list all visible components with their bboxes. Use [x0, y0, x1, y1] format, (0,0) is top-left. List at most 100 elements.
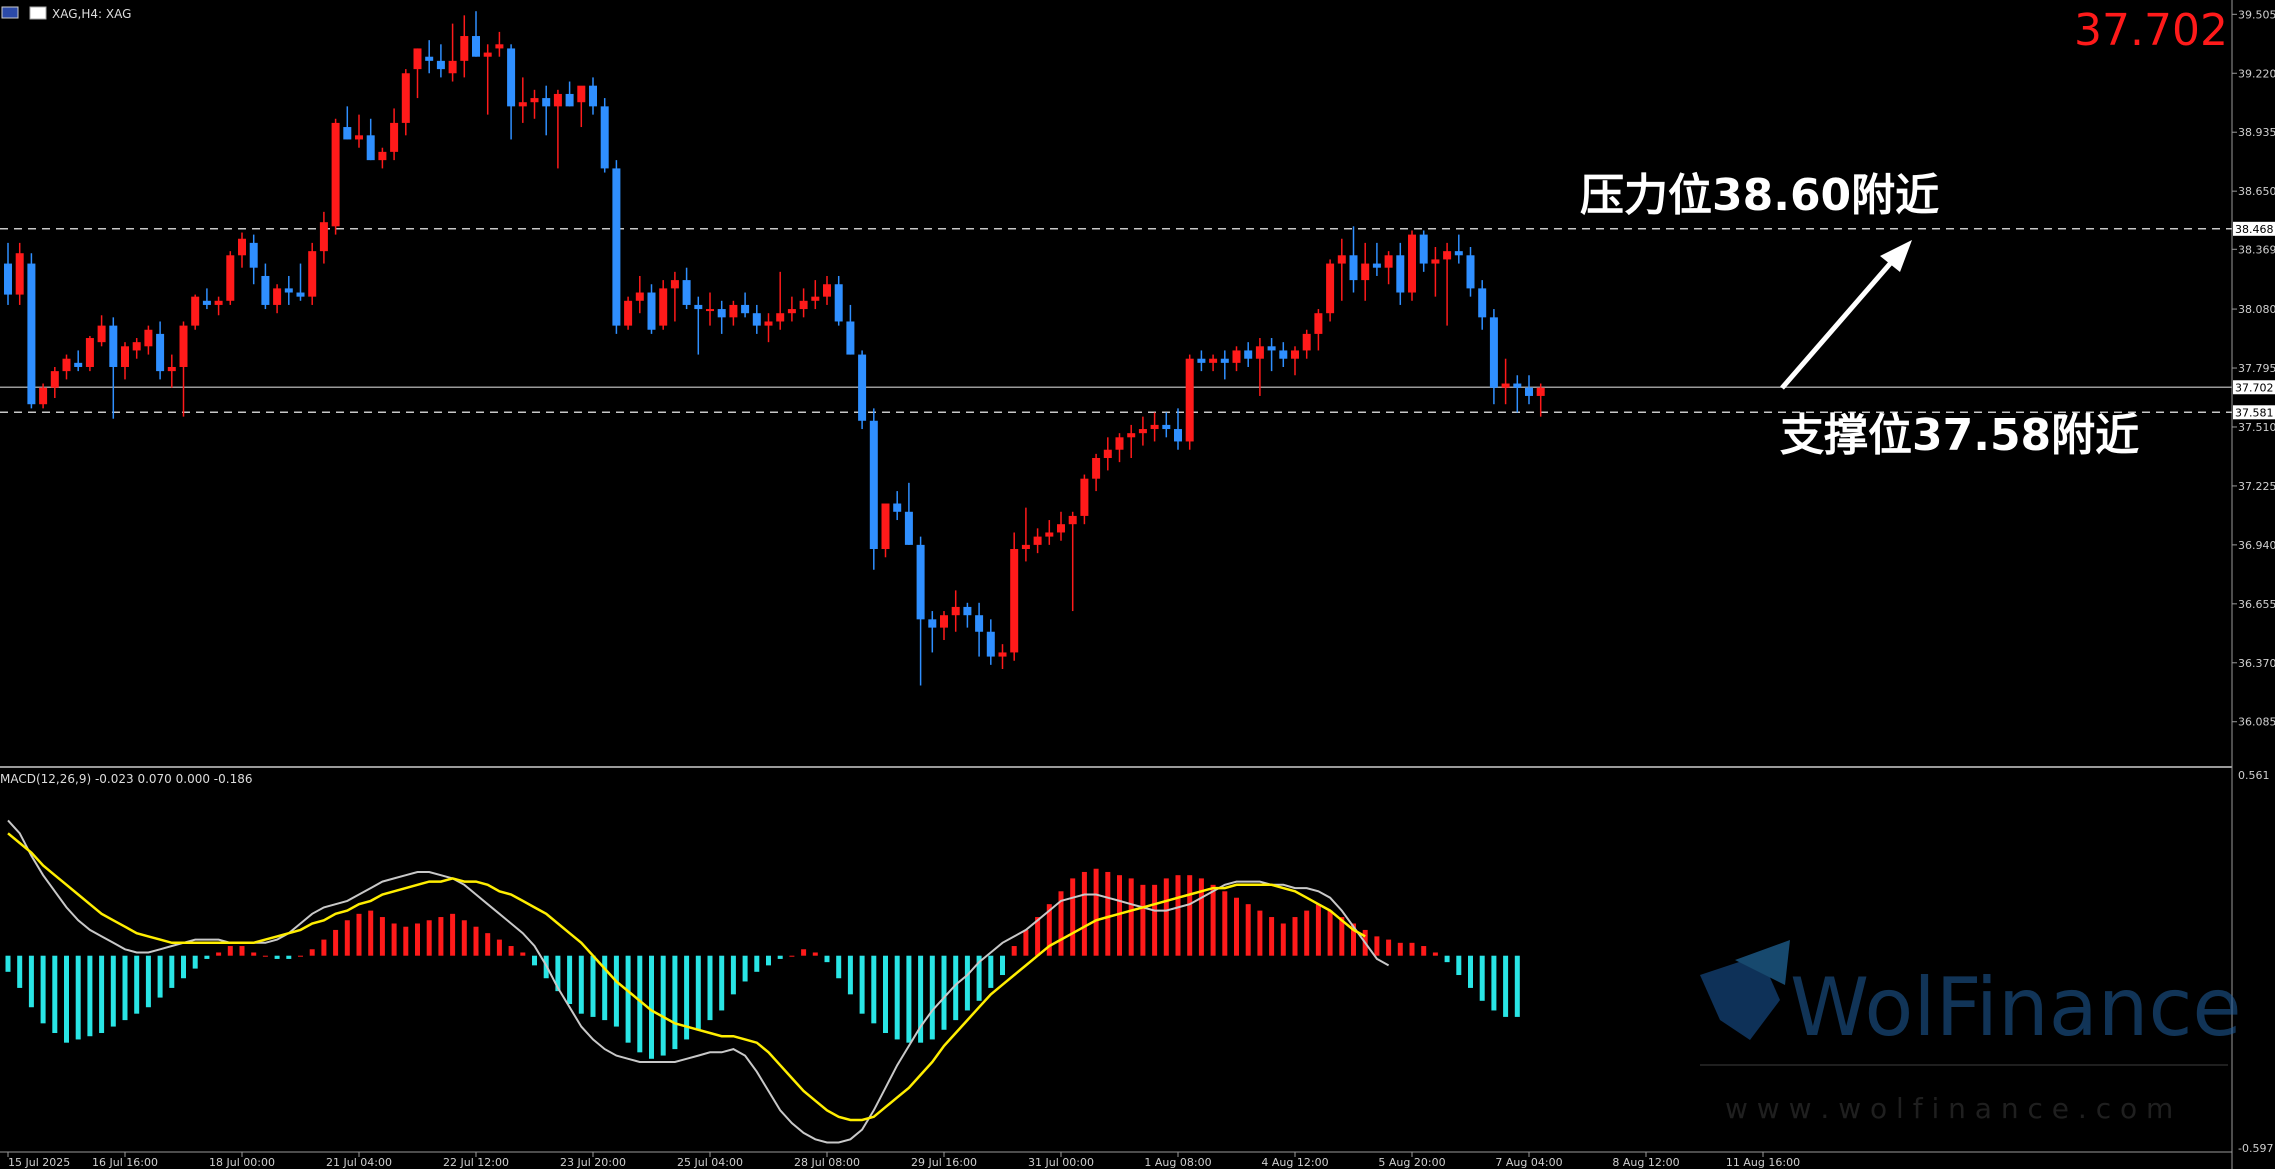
candle-body [109, 325, 118, 367]
candle-body [261, 275, 270, 305]
candle-body [1536, 387, 1545, 396]
candle-body [1279, 350, 1288, 359]
candle-body [448, 60, 457, 74]
price-tick-label: 38.935 [2238, 126, 2275, 139]
candle-body [144, 329, 153, 347]
macd-histogram-bar [1093, 868, 1099, 956]
candle-body [776, 313, 785, 322]
macd-histogram-bar [204, 955, 210, 959]
candle-body [191, 296, 200, 326]
macd-tick-label: -0.597 [2238, 1142, 2273, 1155]
candle-body [694, 304, 703, 310]
candle-body [1127, 433, 1136, 438]
candle-body [928, 619, 937, 628]
candle-body [1466, 255, 1475, 289]
macd-histogram-bar [649, 955, 654, 1059]
macd-histogram-bar [894, 955, 900, 1040]
macd-histogram-bar [1327, 910, 1333, 956]
macd-histogram-bar [1409, 942, 1415, 956]
candle-body [846, 321, 855, 355]
macd-histogram-bar [145, 955, 151, 1008]
macd-histogram-bar [1386, 939, 1392, 956]
macd-histogram-bar [87, 955, 93, 1037]
macd-histogram-bar [1234, 897, 1239, 956]
candle-body [1314, 313, 1323, 334]
macd-histogram-bar [883, 955, 888, 1034]
price-tick-label: 38.369 [2238, 243, 2275, 256]
candle-body [1197, 358, 1206, 363]
price-tick-label: 39.220 [2238, 67, 2275, 80]
candle-body [729, 304, 738, 318]
candle-body [1255, 346, 1264, 359]
macd-histogram [5, 868, 1520, 1059]
candle-body [366, 135, 375, 161]
candle-body [1220, 358, 1229, 363]
candle-body [202, 300, 211, 305]
macd-histogram-bar [227, 946, 233, 956]
macd-histogram-bar [1222, 891, 1228, 956]
candle-body [1244, 350, 1253, 359]
macd-histogram-bar [532, 955, 537, 966]
candle-body [1454, 251, 1463, 256]
candle-body [50, 371, 59, 388]
price-tick-label: 37.795 [2238, 362, 2275, 375]
macd-histogram-bar [918, 955, 924, 1043]
candle-body [752, 313, 761, 326]
macd-histogram-bar [1000, 955, 1005, 976]
macd-histogram-bar [1432, 952, 1438, 956]
macd-histogram-bar [602, 955, 608, 1021]
macd-histogram-bar [1456, 955, 1462, 976]
macd-histogram-bar [169, 955, 175, 988]
candle-body [916, 544, 925, 620]
chart-type-icon[interactable] [29, 6, 47, 20]
macd-histogram-bar [976, 955, 982, 1001]
macd-histogram-bar [450, 913, 456, 956]
macd-histogram-bar [730, 955, 736, 995]
candle-body [787, 309, 796, 314]
candle-body [472, 36, 480, 57]
macd-histogram-bar [988, 955, 994, 988]
macd-axis-labels: 0.561 -0.597 [2238, 769, 2273, 1155]
time-tick-label: 8 Aug 12:00 [1612, 1156, 1679, 1169]
macd-histogram-bar [239, 946, 245, 956]
candle-body [1419, 234, 1428, 264]
candle-body [1185, 358, 1194, 442]
candle-body [156, 333, 165, 372]
macd-histogram-bar [1105, 871, 1111, 956]
candle-body [97, 325, 106, 343]
macd-tick-label: 0.561 [2238, 769, 2270, 782]
flag-icon[interactable] [1, 6, 19, 19]
candle-body [1349, 255, 1358, 281]
candle-body [951, 606, 960, 616]
macd-histogram-bar [496, 939, 502, 956]
macd-histogram-bar [766, 955, 771, 966]
candle-body [1384, 255, 1393, 268]
macd-histogram-bar [274, 955, 280, 959]
time-tick-label: 15 Jul 2025 [8, 1156, 70, 1169]
macd-histogram-bar [777, 955, 783, 959]
macd-histogram-bar [1163, 878, 1169, 956]
candle-body [1115, 437, 1124, 450]
candle-body [15, 253, 24, 295]
candle-body [1478, 288, 1487, 318]
macd-histogram-bar [1198, 878, 1204, 956]
macd-histogram-bar [1081, 871, 1087, 956]
symbol-caption-group: XAG,H4: XAG [1, 6, 131, 21]
candle-body [355, 135, 363, 140]
candle-body [319, 222, 328, 252]
candle-body [904, 511, 913, 545]
price-tick-label: 36.655 [2238, 598, 2275, 611]
macd-histogram-bar [801, 949, 807, 956]
price-tick-label: 38.650 [2238, 185, 2275, 198]
candle-body [553, 93, 562, 107]
watermark-brand: WolFinance [1790, 961, 2242, 1054]
candle-body [62, 358, 71, 372]
candle-body [1337, 255, 1346, 264]
macd-histogram-bar [871, 955, 877, 1024]
candle-body [1372, 263, 1381, 268]
macd-histogram-bar [1070, 878, 1076, 956]
candle-body [495, 44, 504, 49]
candle-body [296, 292, 305, 297]
candle-body [869, 420, 878, 550]
